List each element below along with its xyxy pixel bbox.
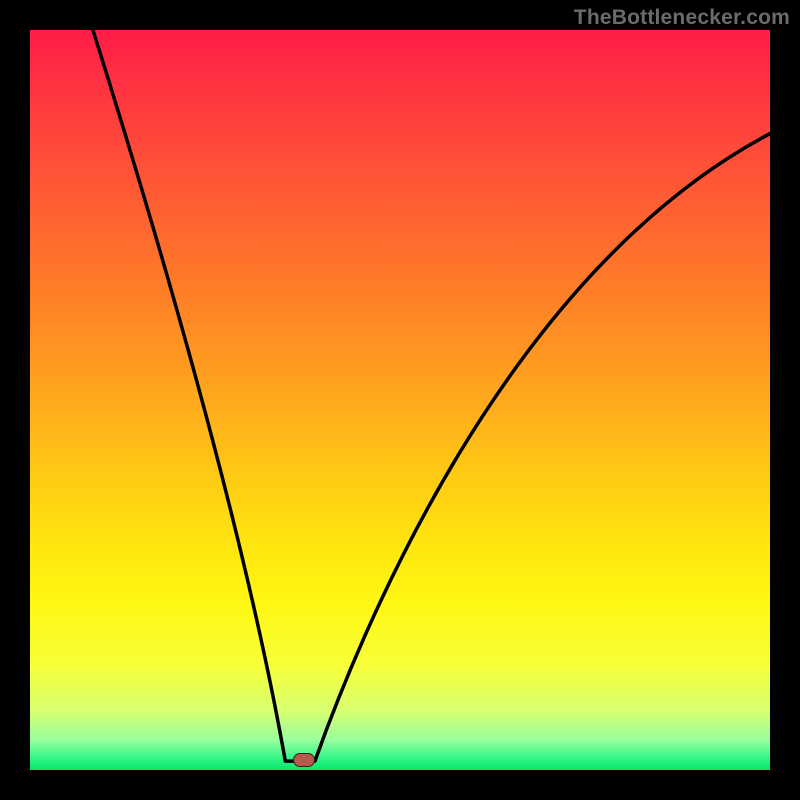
bottleneck-curve [93, 30, 770, 761]
curve-svg [30, 30, 770, 770]
watermark-text: TheBottlenecker.com [574, 6, 790, 30]
plot-area [30, 30, 770, 770]
chart-container: TheBottlenecker.com [0, 0, 800, 800]
minimum-marker [293, 753, 315, 767]
